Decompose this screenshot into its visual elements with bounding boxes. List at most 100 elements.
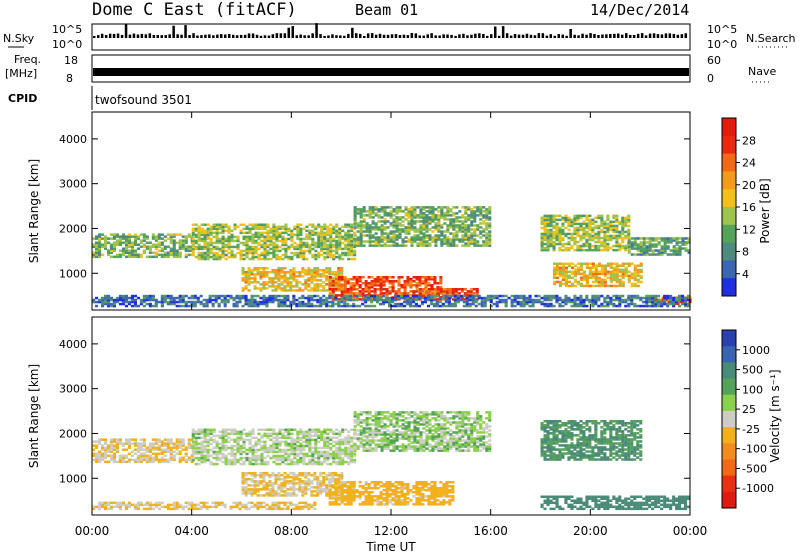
echo-cell bbox=[190, 460, 194, 464]
echo-cell bbox=[543, 302, 547, 306]
echo-cell bbox=[112, 304, 116, 308]
echo-cell bbox=[236, 446, 240, 450]
echo-cell bbox=[362, 240, 366, 243]
echo-cell bbox=[564, 302, 568, 306]
echo-cell bbox=[178, 253, 182, 257]
echo-cell bbox=[196, 298, 200, 302]
echo-cell bbox=[295, 279, 299, 282]
echo-cell bbox=[471, 294, 475, 298]
echo-cell bbox=[392, 208, 396, 211]
echo-cell bbox=[421, 282, 425, 285]
echo-cell bbox=[283, 275, 287, 278]
echo-cell bbox=[169, 448, 173, 451]
echo-cell bbox=[470, 238, 474, 241]
echo-cell bbox=[163, 255, 167, 259]
echo-cell bbox=[296, 460, 300, 464]
echo-cell bbox=[606, 244, 610, 248]
echo-cell bbox=[588, 226, 592, 230]
echo-cell bbox=[525, 302, 529, 306]
echo-cell bbox=[359, 222, 363, 225]
echo-cell bbox=[280, 300, 284, 304]
echo-cell bbox=[95, 243, 99, 246]
echo-cell bbox=[466, 294, 470, 297]
echo-cell bbox=[308, 448, 312, 452]
echo-cell bbox=[630, 262, 634, 265]
echo-cell bbox=[415, 276, 419, 279]
echo-cell bbox=[350, 253, 354, 257]
echo-cell bbox=[467, 206, 471, 209]
echo-cell bbox=[272, 448, 276, 452]
echo-cell bbox=[130, 245, 134, 248]
echo-cell bbox=[245, 255, 249, 259]
echo-cell bbox=[148, 294, 152, 298]
echo-cell bbox=[172, 255, 176, 259]
echo-cell bbox=[540, 234, 544, 238]
echo-cell bbox=[434, 224, 438, 227]
echo-cell bbox=[405, 294, 409, 298]
echo-cell bbox=[278, 462, 282, 466]
plot-title: Dome C East (fitACF) bbox=[92, 0, 297, 20]
echo-cell bbox=[414, 296, 418, 300]
echo-cell bbox=[281, 227, 285, 231]
echo-cell bbox=[127, 239, 131, 242]
echo-cell bbox=[591, 266, 595, 269]
echo-cell bbox=[178, 251, 182, 254]
echo-cell bbox=[413, 208, 417, 211]
echo-cell bbox=[627, 243, 631, 246]
echo-cell bbox=[331, 284, 335, 287]
echo-cell bbox=[154, 245, 158, 248]
echo-cell bbox=[109, 245, 113, 248]
echo-cell bbox=[244, 273, 248, 276]
echo-cell bbox=[293, 462, 297, 466]
echo-cell bbox=[194, 247, 198, 251]
echo-cell bbox=[434, 234, 438, 237]
echo-cell bbox=[422, 228, 426, 231]
echo-cell bbox=[193, 302, 197, 306]
echo-cell bbox=[298, 296, 302, 300]
nsky-bar bbox=[247, 33, 251, 38]
echo-cell bbox=[564, 216, 568, 220]
echo-cell bbox=[555, 228, 559, 232]
echo-cell bbox=[338, 235, 342, 239]
echo-cell bbox=[621, 298, 625, 302]
echo-cell bbox=[438, 300, 442, 304]
nsky-bar bbox=[311, 33, 314, 38]
echo-cell bbox=[311, 239, 315, 243]
echo-cell bbox=[663, 251, 667, 254]
echo-cell bbox=[573, 272, 577, 276]
echo-cell bbox=[552, 246, 556, 250]
echo-cell bbox=[567, 300, 571, 304]
echo-cell bbox=[245, 452, 249, 456]
echo-cell bbox=[283, 279, 287, 282]
echo-cell bbox=[311, 430, 315, 434]
nsky-bar bbox=[541, 33, 545, 38]
echo-cell bbox=[461, 228, 465, 231]
echo-cell bbox=[431, 212, 435, 215]
echo-cell bbox=[624, 244, 628, 248]
echo-cell bbox=[588, 272, 592, 276]
echo-cell bbox=[287, 255, 291, 259]
echo-cell bbox=[621, 236, 625, 240]
nsky-bar bbox=[545, 35, 549, 38]
echo-cell bbox=[284, 243, 288, 247]
echo-cell bbox=[398, 224, 402, 227]
echo-cell bbox=[139, 454, 143, 457]
nsky-bar bbox=[422, 35, 425, 38]
echo-cell bbox=[609, 280, 613, 284]
echo-cell bbox=[263, 245, 267, 249]
echo-cell bbox=[678, 251, 682, 254]
echo-cell bbox=[98, 454, 102, 457]
echo-cell bbox=[203, 231, 207, 235]
echo-cell bbox=[175, 296, 179, 300]
echo-cell bbox=[275, 231, 279, 235]
echo-cell bbox=[576, 272, 580, 276]
echo-cell bbox=[606, 218, 610, 222]
echo-cell bbox=[269, 432, 273, 436]
echo-cell bbox=[212, 438, 216, 442]
echo-cell bbox=[299, 239, 303, 243]
echo-cell bbox=[215, 452, 219, 456]
echo-cell bbox=[337, 288, 341, 291]
nsky-bar bbox=[521, 34, 525, 38]
echo-cell bbox=[268, 277, 272, 280]
echo-cell bbox=[272, 225, 276, 229]
